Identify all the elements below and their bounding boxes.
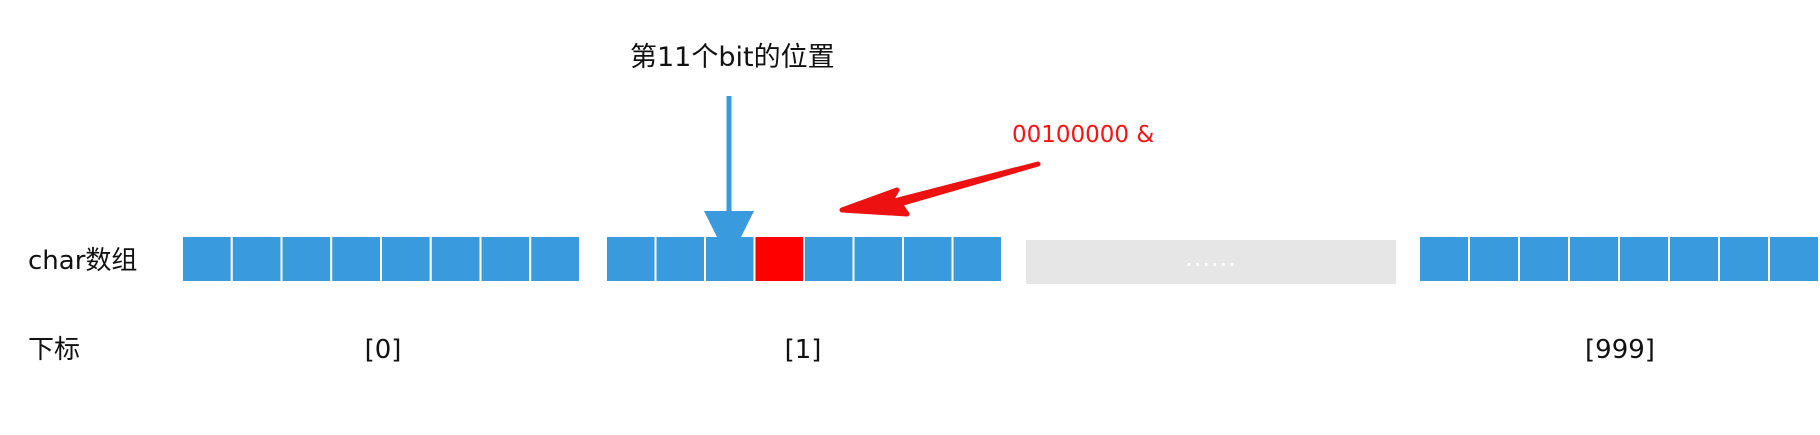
bit-cell [429,235,482,283]
byte-999-cells [1418,235,1820,283]
byte-1-cells [605,235,1003,283]
highlighted-bit-cell [753,235,805,283]
bit-cell [1518,235,1570,283]
bit-cell [1768,235,1820,283]
bit-cell [902,235,954,283]
mask-label: 00100000 & [1012,122,1155,148]
index-label-0: [0] [364,335,402,365]
bit-cell [1418,235,1470,283]
bit-cell [230,235,283,283]
bit-cell [1468,235,1520,283]
ellipsis-text: ...... [1185,244,1237,272]
char-array-label: char数组 [28,246,138,276]
bit-cell [330,235,382,283]
bit-cell [280,235,333,283]
bit-cell [1718,235,1770,283]
bit-cell [529,235,581,283]
index-row-label: 下标 [28,335,81,365]
bit-cell [654,235,706,283]
bit-cell [1618,235,1670,283]
bit-cell [704,235,756,283]
bit-cell [181,235,233,283]
index-label-999: [999] [1585,335,1655,365]
bit-cell [605,235,657,283]
bit-cell [479,235,532,283]
bit-cell [1568,235,1620,283]
bit-cell [380,235,432,283]
bit-cell [951,235,1003,283]
ellipsis-box: ...... [1026,240,1396,284]
bit-cell [1668,235,1720,283]
index-label-1: [1] [784,335,822,365]
bit-position-label: 第11个bit的位置 [630,42,835,73]
mask-arrow [839,161,1041,217]
bit-cell [852,235,904,283]
byte-0-cells [181,235,581,283]
bit-cell [803,235,855,283]
